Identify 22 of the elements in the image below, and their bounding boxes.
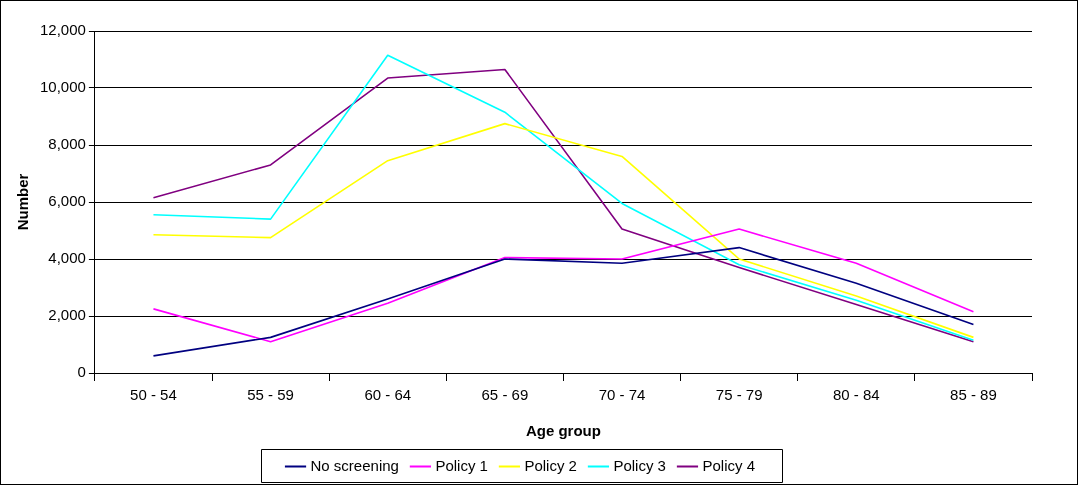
y-tick-label: 8,000 <box>48 135 86 153</box>
legend-label: Policy 3 <box>613 456 666 474</box>
x-tick-label: 70 - 74 <box>598 386 646 404</box>
legend-label: Policy 1 <box>435 456 488 474</box>
y-tick-label: 4,000 <box>48 249 86 267</box>
legend-label: Policy 2 <box>524 456 577 474</box>
y-tick-label: 2,000 <box>48 306 86 324</box>
legend-label: Policy 4 <box>702 456 755 474</box>
x-tick-label: 55 - 59 <box>247 386 294 404</box>
y-tick-label: 12,000 <box>39 21 86 39</box>
y-tick-label: 10,000 <box>39 78 86 96</box>
x-tick-label: 80 - 84 <box>832 386 880 404</box>
x-tick-label: 85 - 89 <box>950 386 997 404</box>
legend-label: No screening <box>310 456 399 474</box>
y-tick-label: 0 <box>77 363 86 381</box>
x-tick-label: 50 - 54 <box>130 386 177 404</box>
x-tick-label: 75 - 79 <box>715 386 763 404</box>
x-axis-title: Age group <box>525 422 601 440</box>
y-tick-label: 6,000 <box>48 192 86 210</box>
x-tick-label: 65 - 69 <box>481 386 529 404</box>
x-tick-label: 60 - 64 <box>364 386 412 404</box>
y-axis-title: Number <box>14 173 32 231</box>
